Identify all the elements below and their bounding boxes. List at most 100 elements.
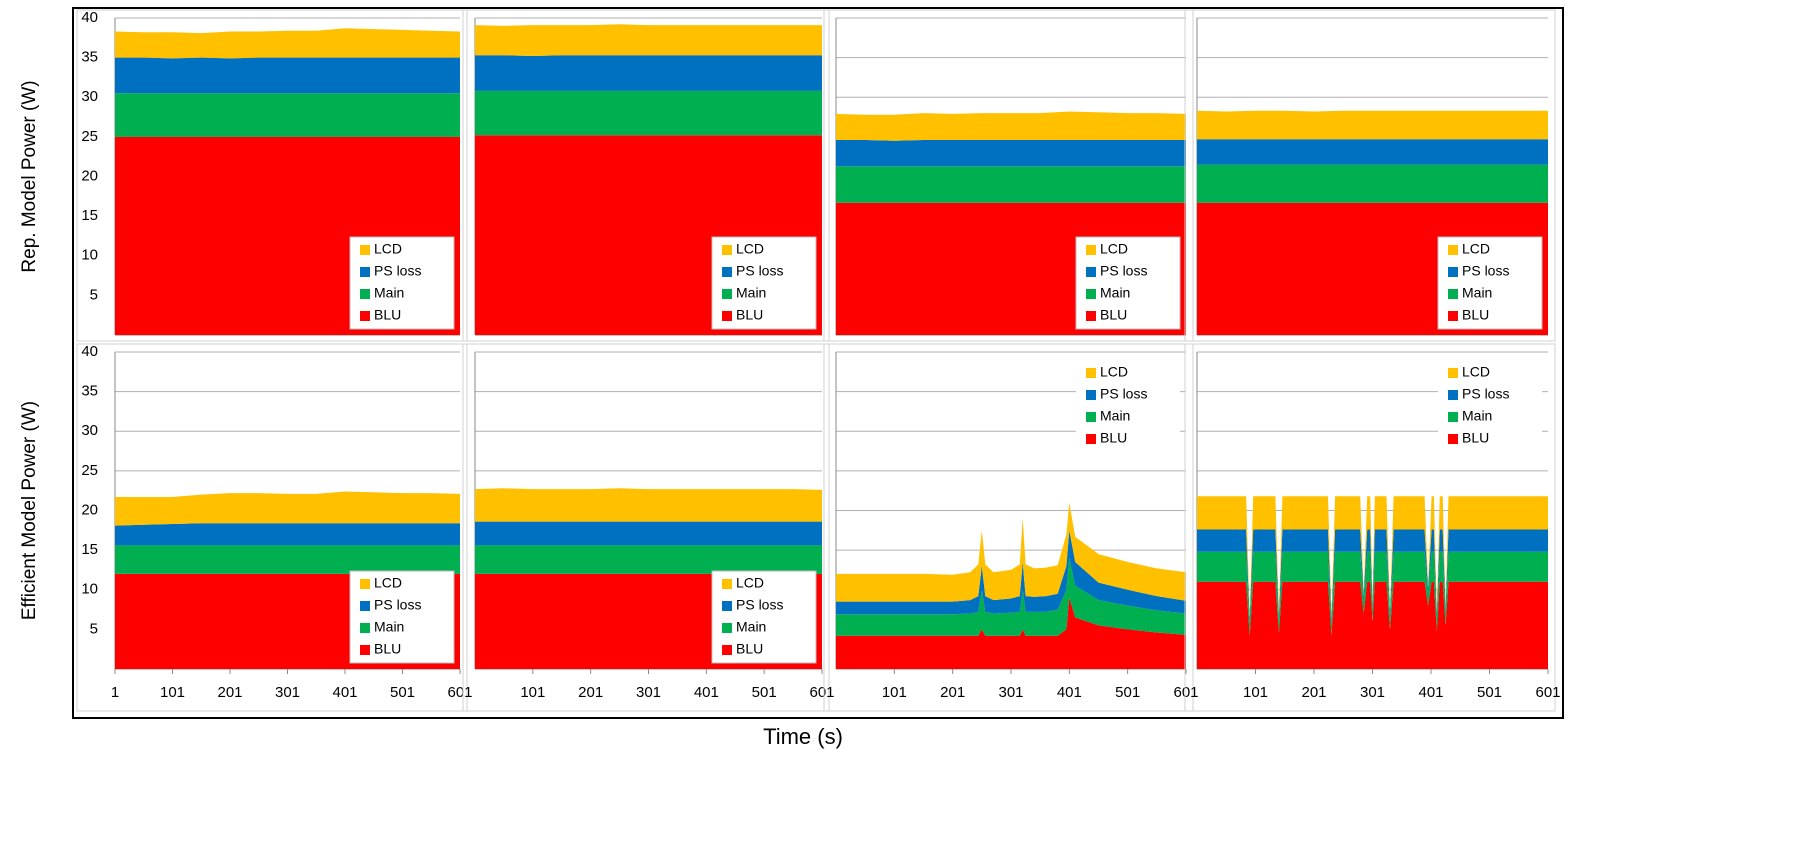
panel-frame <box>1184 343 1556 712</box>
stacked-area <box>475 488 822 522</box>
x-tick-label: 601 <box>1535 684 1560 701</box>
y-tick-label: 15 <box>81 541 98 558</box>
legend-label: Main <box>374 285 404 301</box>
stacked-area <box>475 545 822 574</box>
legend-swatch <box>722 645 732 655</box>
legend-label: BLU <box>1462 430 1489 446</box>
legend-swatch <box>1086 245 1096 255</box>
legend-swatch <box>722 601 732 611</box>
x-tick-label: 401 <box>694 684 719 701</box>
x-tick-label: 101 <box>1243 684 1268 701</box>
x-tick-label: 401 <box>1418 684 1443 701</box>
x-tick-label: 101 <box>160 684 185 701</box>
x-tick-label: 201 <box>578 684 603 701</box>
y-tick-label: 35 <box>81 383 98 400</box>
legend-swatch <box>1086 390 1096 400</box>
stacked-area <box>1197 164 1548 203</box>
legend-label: LCD <box>736 575 764 591</box>
stacked-area <box>115 57 460 94</box>
y-tick-label: 40 <box>81 343 98 360</box>
panel-frame <box>1184 9 1556 342</box>
y-tick-label: 30 <box>81 422 98 439</box>
legend-swatch <box>722 245 732 255</box>
stacked-area <box>115 93 460 137</box>
y-tick-label: 30 <box>81 88 98 105</box>
legend-swatch <box>722 579 732 589</box>
stacked-area <box>836 558 1186 636</box>
legend-label: PS loss <box>374 263 421 279</box>
legend-label: BLU <box>1462 307 1489 323</box>
legend-label: PS loss <box>736 597 783 613</box>
legend-label: PS loss <box>374 597 421 613</box>
y-axis-title: Efficient Model Power (W) <box>19 401 40 620</box>
x-tick-label: 301 <box>1360 684 1385 701</box>
panel-frame <box>823 343 1194 712</box>
x-tick-label: 401 <box>1057 684 1082 701</box>
legend-swatch <box>360 623 370 633</box>
legend-label: BLU <box>736 641 763 657</box>
stacked-area <box>115 28 460 59</box>
x-tick-label: 1 <box>111 684 119 701</box>
legend-label: Main <box>374 619 404 635</box>
legend-label: PS loss <box>1462 386 1509 402</box>
x-tick-label: 601 <box>1173 684 1198 701</box>
y-tick-label: 20 <box>81 167 98 184</box>
legend-swatch <box>1448 368 1458 378</box>
legend-swatch <box>1086 311 1096 321</box>
x-tick-label: 401 <box>332 684 357 701</box>
legend-swatch <box>1086 434 1096 444</box>
y-tick-label: 25 <box>81 462 98 479</box>
legend-label: Main <box>736 619 766 635</box>
x-tick-label: 301 <box>636 684 661 701</box>
stacked-area <box>115 523 460 546</box>
legend-label: BLU <box>1100 307 1127 323</box>
legend-label: Main <box>1100 285 1130 301</box>
stacked-area <box>836 111 1186 141</box>
legend-swatch <box>722 623 732 633</box>
legend-label: LCD <box>1462 364 1490 380</box>
legend-label: BLU <box>374 641 401 657</box>
y-tick-label: 10 <box>81 247 98 264</box>
legend-swatch <box>722 267 732 277</box>
y-tick-label: 25 <box>81 128 98 145</box>
outer-frame <box>72 7 1564 719</box>
stacked-area <box>836 166 1186 203</box>
legend-label: LCD <box>374 575 402 591</box>
legend-swatch <box>722 289 732 299</box>
legend-label: LCD <box>1100 364 1128 380</box>
legend-label: PS loss <box>1100 263 1147 279</box>
stacked-area <box>1197 496 1548 618</box>
stacked-area <box>475 90 822 136</box>
y-tick-label: 35 <box>81 49 98 66</box>
legend-label: PS loss <box>736 263 783 279</box>
legend-label: PS loss <box>1462 263 1509 279</box>
legend-label: BLU <box>374 307 401 323</box>
stacked-area <box>1197 581 1548 669</box>
legend-label: Main <box>1462 408 1492 424</box>
legend-swatch <box>360 645 370 655</box>
y-tick-label: 20 <box>81 501 98 518</box>
stacked-area <box>836 502 1186 602</box>
stacked-area <box>475 55 822 91</box>
stacked-area <box>836 530 1186 615</box>
legend-swatch <box>1448 390 1458 400</box>
x-tick-label: 601 <box>809 684 834 701</box>
legend-label: LCD <box>1100 241 1128 257</box>
stacked-area <box>1197 139 1548 165</box>
stacked-area <box>1197 529 1548 624</box>
x-tick-label: 201 <box>1301 684 1326 701</box>
x-tick-label: 501 <box>1477 684 1502 701</box>
stacked-area <box>115 491 460 526</box>
panel-frame <box>462 9 830 342</box>
legend-label: BLU <box>736 307 763 323</box>
legend-swatch <box>360 601 370 611</box>
y-tick-label: 15 <box>81 207 98 224</box>
x-tick-label: 501 <box>1115 684 1140 701</box>
x-tick-label: 601 <box>447 684 472 701</box>
legend-label: Main <box>1100 408 1130 424</box>
legend-swatch <box>1086 368 1096 378</box>
legend-swatch <box>1448 267 1458 277</box>
stacked-area <box>475 521 822 546</box>
